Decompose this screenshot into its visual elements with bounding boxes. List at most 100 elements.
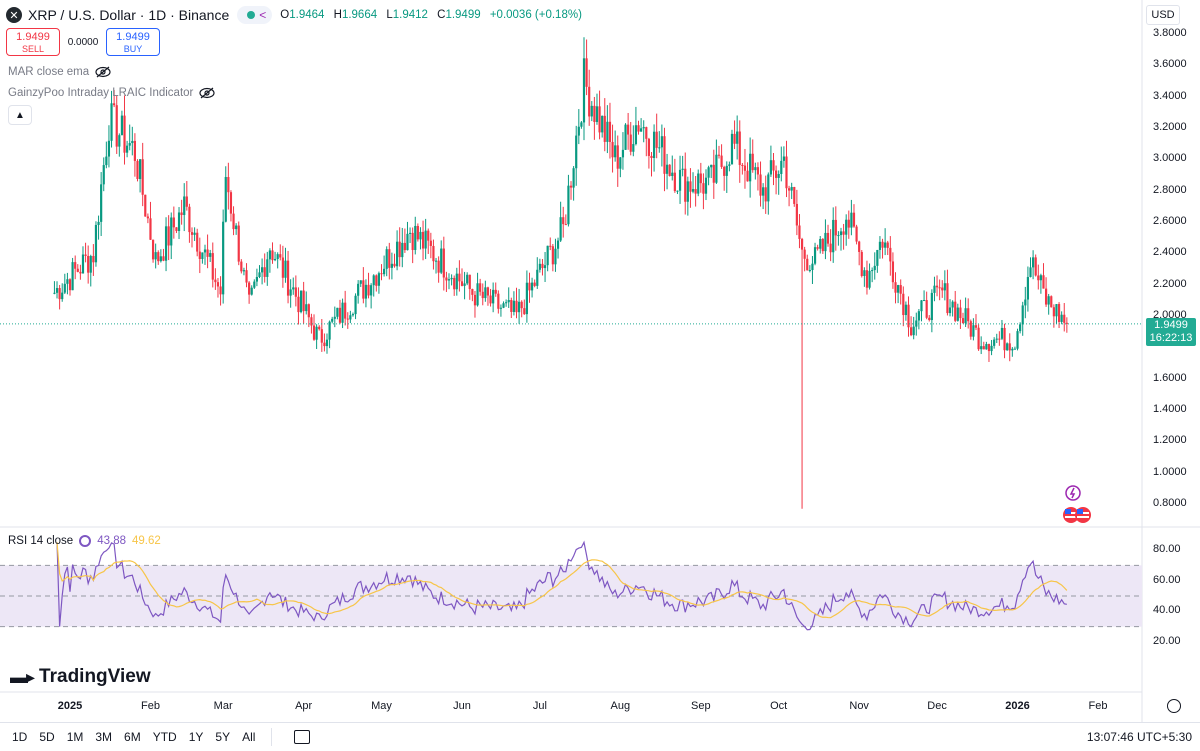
candle-body bbox=[214, 279, 217, 283]
buy-button[interactable]: 1.9499 BUY bbox=[106, 28, 160, 56]
candle-body bbox=[699, 173, 702, 184]
candle-body bbox=[266, 259, 269, 277]
time-tick-label: Feb bbox=[140, 700, 160, 712]
candle-body bbox=[1039, 275, 1042, 281]
candle-body bbox=[258, 272, 261, 277]
candle-body bbox=[803, 249, 806, 259]
time-tick-label: Feb bbox=[1088, 700, 1108, 712]
rsi-settings-icon[interactable] bbox=[79, 535, 92, 547]
range-button[interactable]: 3M bbox=[95, 730, 113, 744]
candle-body bbox=[891, 261, 895, 283]
candle-body bbox=[268, 250, 271, 260]
candle-body bbox=[427, 230, 430, 241]
price-tick-label: 0.8000 bbox=[1153, 497, 1187, 509]
candle-body bbox=[559, 217, 562, 241]
candle-body bbox=[964, 308, 967, 324]
candle-body bbox=[759, 174, 762, 196]
candle-body bbox=[510, 300, 513, 312]
eye-off-icon[interactable] bbox=[199, 87, 215, 99]
range-button[interactable]: 6M bbox=[124, 730, 141, 744]
symbol-title[interactable]: XRP / U.S. Dollar · 1D · Binance bbox=[28, 7, 230, 23]
candle-body bbox=[338, 307, 342, 323]
rsi-legend[interactable]: RSI 14 close 43.88 49.62 bbox=[8, 535, 161, 547]
candle-body bbox=[577, 126, 580, 136]
range-button[interactable]: 5Y bbox=[215, 730, 231, 744]
candle-body bbox=[556, 240, 560, 249]
candle-body bbox=[1055, 304, 1058, 317]
status-pill[interactable]: < bbox=[237, 6, 273, 24]
share-icon[interactable]: < bbox=[259, 8, 267, 22]
candle-body bbox=[331, 318, 334, 322]
candle-body bbox=[819, 238, 822, 249]
candle-body bbox=[907, 304, 910, 328]
axis-settings-icon[interactable] bbox=[1167, 699, 1181, 713]
symbol-header: ✕ XRP / U.S. Dollar · 1D · Binance < O1.… bbox=[6, 6, 588, 24]
us-flag-icon[interactable] bbox=[1062, 506, 1092, 524]
candle-body bbox=[201, 252, 204, 259]
candle-body bbox=[886, 242, 889, 248]
indicator-row-lraic[interactable]: GainzyPoo Intraday LRAIC Indicator bbox=[8, 87, 215, 99]
candle-body bbox=[839, 231, 843, 236]
candle-body bbox=[785, 156, 788, 189]
range-button[interactable]: 1Y bbox=[188, 730, 204, 744]
candle-body bbox=[881, 241, 884, 248]
range-button[interactable]: 1D bbox=[12, 730, 28, 744]
candle-body bbox=[769, 160, 773, 175]
time-tick-label: Sep bbox=[691, 700, 711, 712]
calendar-icon[interactable] bbox=[294, 730, 311, 744]
candle-body bbox=[811, 263, 814, 271]
candle-body bbox=[608, 121, 612, 142]
range-button[interactable]: 5D bbox=[39, 730, 55, 744]
candle-body bbox=[245, 270, 248, 283]
candle-body bbox=[686, 181, 689, 202]
candle-body bbox=[294, 287, 297, 297]
candle-body bbox=[1032, 257, 1035, 268]
candle-body bbox=[261, 267, 264, 273]
candle-body bbox=[987, 344, 991, 352]
collapse-indicators-button[interactable]: ▲ bbox=[8, 105, 32, 125]
candle-body bbox=[650, 155, 653, 159]
tradingview-logo[interactable]: ▬▸ TradingView bbox=[10, 666, 151, 687]
candle-body bbox=[453, 277, 456, 290]
eye-off-icon[interactable] bbox=[95, 66, 111, 78]
candle-body bbox=[432, 245, 435, 262]
chart-canvas[interactable] bbox=[0, 0, 1200, 722]
candle-body bbox=[196, 232, 199, 252]
candle-body bbox=[84, 254, 87, 256]
candle-body bbox=[837, 235, 840, 237]
candle-body bbox=[237, 225, 240, 262]
candle-body bbox=[120, 115, 124, 136]
candle-body bbox=[595, 106, 599, 122]
candle-body bbox=[375, 275, 378, 286]
candle-body bbox=[943, 283, 946, 291]
candle-body bbox=[494, 289, 497, 294]
candle-body bbox=[240, 261, 243, 272]
candle-body bbox=[263, 267, 266, 277]
sell-button[interactable]: 1.9499 SELL bbox=[6, 28, 60, 56]
candle-body bbox=[463, 283, 466, 286]
currency-selector[interactable]: USD bbox=[1146, 5, 1180, 25]
candle-body bbox=[549, 245, 552, 247]
candle-body bbox=[1052, 307, 1055, 317]
rsi-tick-label: 60.00 bbox=[1153, 573, 1181, 586]
range-button[interactable]: YTD bbox=[152, 730, 177, 744]
candle-body bbox=[149, 218, 152, 240]
candle-body bbox=[126, 145, 129, 153]
candle-body bbox=[930, 292, 933, 321]
candle-body bbox=[897, 285, 900, 293]
assistant-sparkle-icon[interactable] bbox=[1062, 484, 1082, 504]
range-button[interactable]: All bbox=[242, 730, 256, 744]
price-tick-label: 2.8000 bbox=[1153, 183, 1187, 196]
candle-body bbox=[795, 203, 798, 226]
indicator-row-mar[interactable]: MAR close ema bbox=[8, 66, 111, 78]
time-tick-label: Dec bbox=[927, 700, 947, 712]
candle-body bbox=[821, 238, 824, 252]
range-button[interactable]: 1M bbox=[66, 730, 84, 744]
candle-body bbox=[780, 160, 783, 175]
candle-body bbox=[541, 263, 544, 269]
candle-body bbox=[346, 318, 349, 320]
candle-body bbox=[982, 346, 985, 350]
clock[interactable]: 13:07:46 UTC+5:30 bbox=[1086, 730, 1192, 744]
candle-body bbox=[466, 274, 469, 284]
